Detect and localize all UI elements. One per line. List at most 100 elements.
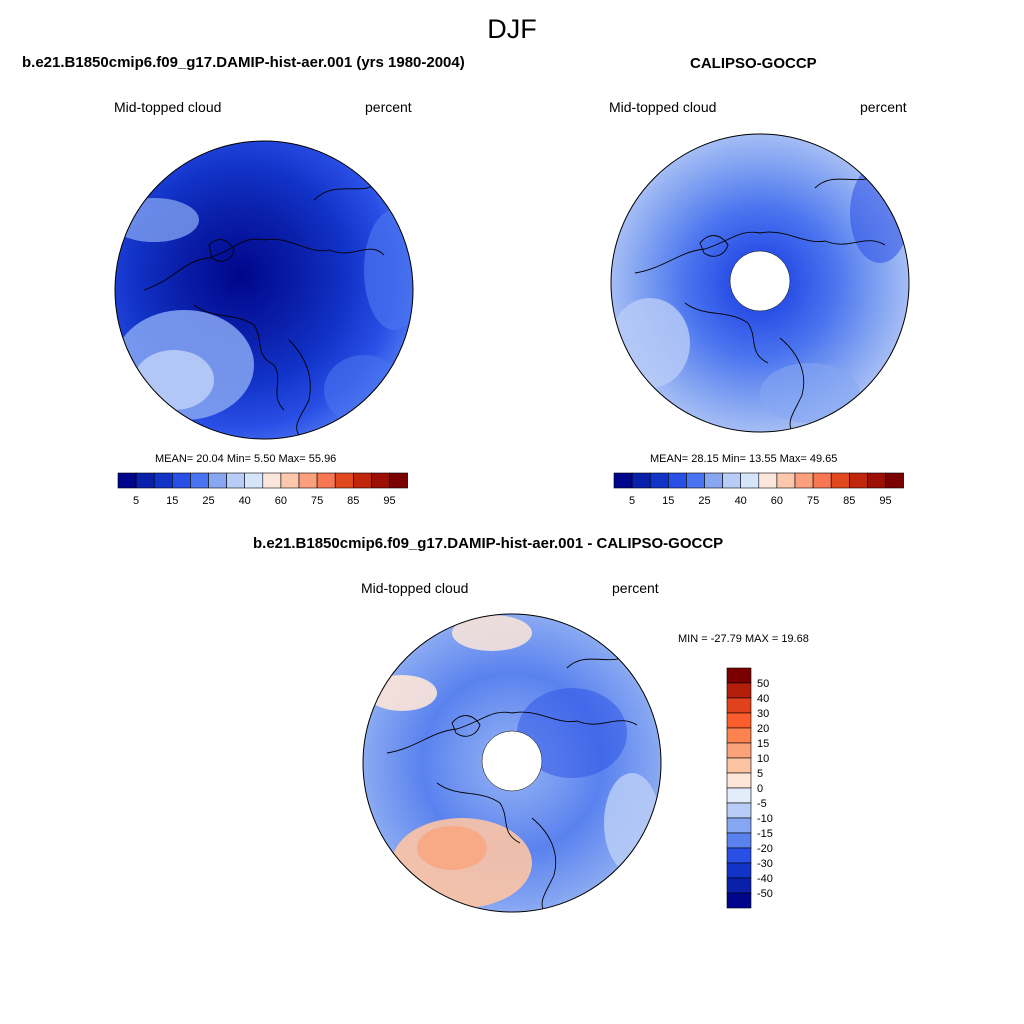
diff-colorbar-box bbox=[726, 802, 752, 819]
diff-colorbar-box bbox=[726, 757, 752, 774]
coastline bbox=[193, 304, 285, 411]
obs-colorbar-box bbox=[794, 472, 814, 489]
diff-colorbar-box bbox=[726, 877, 752, 894]
coastline bbox=[451, 715, 481, 737]
obs-colorbar-tick-label: 25 bbox=[698, 495, 710, 507]
coastline bbox=[288, 339, 311, 436]
obs-colorbar-tick-label: 40 bbox=[735, 495, 747, 507]
diff-colorbar-tick-label: 0 bbox=[757, 783, 763, 795]
diff-colorbar-box bbox=[726, 892, 752, 909]
obs-units-label: percent bbox=[860, 99, 907, 115]
model-colorbar-box bbox=[226, 472, 245, 489]
obs-colorbar-tick-label: 15 bbox=[662, 495, 674, 507]
model-colorbar-tick-label: 95 bbox=[383, 495, 395, 507]
diff-colorbar-tick-label: 50 bbox=[757, 678, 769, 690]
obs-field-patch bbox=[760, 363, 860, 423]
obs-colorbar-tick-label: 60 bbox=[771, 495, 783, 507]
model-colorbar-box bbox=[117, 472, 137, 489]
model-colorbar-box bbox=[280, 472, 300, 489]
diff-colorbar-box bbox=[726, 832, 752, 849]
diff-colorbar-box bbox=[726, 787, 752, 804]
model-colorbar-box bbox=[208, 472, 227, 489]
diff-colorbar-tick-label: 40 bbox=[757, 693, 769, 705]
diff-colorbar-box bbox=[726, 667, 752, 684]
model-polar-map bbox=[114, 140, 414, 440]
diff-colorbar-tick-label: -30 bbox=[757, 858, 773, 870]
model-colorbar-box bbox=[153, 472, 173, 489]
diff-colorbar-box bbox=[726, 712, 752, 729]
obs-colorbar-box bbox=[704, 472, 723, 489]
obs-colorbar-box bbox=[812, 472, 832, 489]
diff-colorbar-tick-label: 30 bbox=[757, 708, 769, 720]
obs-panel-title: CALIPSO-GOCCP bbox=[690, 55, 817, 72]
model-field-patch bbox=[134, 350, 214, 410]
diff-field-patch bbox=[367, 675, 437, 711]
diff-colorbar-tick-label: -40 bbox=[757, 873, 773, 885]
model-colorbar-box bbox=[135, 472, 155, 489]
model-field-patch bbox=[364, 210, 413, 330]
coastline bbox=[684, 302, 769, 364]
diff-field-patch bbox=[417, 826, 487, 870]
diff-colorbar-box bbox=[726, 727, 752, 744]
obs-colorbar-box bbox=[686, 472, 705, 489]
coastline bbox=[313, 184, 375, 201]
obs-colorbar-tick-label: 95 bbox=[879, 495, 891, 507]
model-colorbar-box bbox=[371, 472, 390, 489]
obs-polar-map bbox=[610, 133, 910, 433]
model-variable-label: Mid-topped cloud bbox=[114, 99, 222, 115]
diff-minmax: MIN = -27.79 MAX = 19.68 bbox=[678, 633, 809, 645]
coastline bbox=[634, 231, 886, 274]
coastline bbox=[208, 239, 235, 262]
obs-colorbar-box bbox=[667, 472, 687, 489]
coastline bbox=[143, 238, 385, 291]
model-colorbar: 5 15 25 40 60 75 85 95 bbox=[117, 472, 408, 507]
obs-colorbar-box bbox=[867, 472, 886, 489]
obs-colorbar-box bbox=[613, 472, 633, 489]
model-colorbar-box bbox=[262, 472, 282, 489]
model-colorbar-box bbox=[298, 472, 318, 489]
obs-colorbar-box bbox=[776, 472, 796, 489]
obs-field-patch bbox=[611, 298, 690, 388]
diff-colorbar-tick-label: 20 bbox=[757, 723, 769, 735]
model-colorbar-tick-label: 75 bbox=[311, 495, 323, 507]
diff-colorbar-box bbox=[726, 697, 752, 714]
diff-colorbar-tick-label: -50 bbox=[757, 888, 773, 900]
model-colorbar-box bbox=[334, 472, 354, 489]
coastline bbox=[386, 711, 638, 754]
diff-colorbar-box bbox=[726, 772, 752, 789]
obs-colorbar-tick-label: 5 bbox=[629, 495, 635, 507]
diff-colorbar-tick-label: -5 bbox=[757, 798, 767, 810]
diff-colorbar-box bbox=[726, 862, 752, 879]
obs-stats: MEAN= 28.15 Min= 13.55 Max= 49.65 bbox=[650, 453, 838, 465]
diff-colorbar-tick-label: 15 bbox=[757, 738, 769, 750]
diff-missing-hole bbox=[481, 730, 543, 792]
obs-field-patch bbox=[850, 163, 909, 263]
diff-field-patch bbox=[452, 615, 532, 651]
model-units-label: percent bbox=[365, 99, 412, 115]
diff-panel-title: b.e21.B1850cmip6.f09_g17.DAMIP-hist-aer.… bbox=[253, 535, 724, 552]
obs-colorbar-box bbox=[722, 472, 741, 489]
model-colorbar-box bbox=[171, 472, 191, 489]
obs-colorbar-box bbox=[830, 472, 850, 489]
diff-colorbar-tick-label: -20 bbox=[757, 843, 773, 855]
obs-colorbar-tick-label: 85 bbox=[843, 495, 855, 507]
model-colorbar-box bbox=[190, 472, 209, 489]
coastline bbox=[436, 782, 521, 844]
model-colorbar-box bbox=[389, 472, 408, 489]
obs-colorbar: 5 15 25 40 60 75 85 95 bbox=[613, 472, 904, 507]
model-colorbar-tick-label: 25 bbox=[202, 495, 214, 507]
model-colorbar-box bbox=[353, 472, 372, 489]
model-panel-title: b.e21.B1850cmip6.f09_g17.DAMIP-hist-aer.… bbox=[22, 54, 465, 71]
diff-colorbar-tick-label: -10 bbox=[757, 813, 773, 825]
model-colorbar-tick-label: 60 bbox=[275, 495, 287, 507]
season-title: DJF bbox=[487, 14, 537, 44]
obs-colorbar-tick-label: 75 bbox=[807, 495, 819, 507]
model-colorbar-tick-label: 40 bbox=[239, 495, 251, 507]
diff-colorbar-box bbox=[726, 817, 752, 834]
obs-colorbar-box bbox=[649, 472, 669, 489]
coastline bbox=[699, 235, 729, 257]
model-colorbar-tick-label: 85 bbox=[347, 495, 359, 507]
coastline bbox=[779, 337, 805, 432]
diff-field-patch bbox=[604, 773, 660, 873]
